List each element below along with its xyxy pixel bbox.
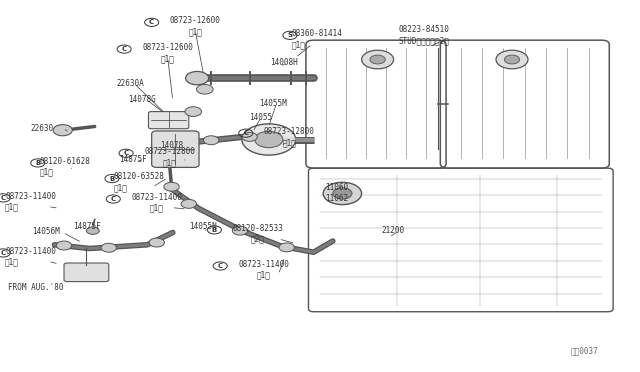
Circle shape: [53, 125, 72, 136]
Circle shape: [333, 188, 352, 199]
Text: 11062: 11062: [325, 194, 348, 203]
Circle shape: [56, 241, 72, 250]
Circle shape: [504, 55, 520, 64]
Circle shape: [255, 131, 283, 148]
Circle shape: [242, 124, 296, 155]
Text: 14055: 14055: [250, 113, 273, 122]
Text: C: C: [111, 196, 116, 202]
Text: 14078: 14078: [160, 141, 183, 150]
Text: 22630A: 22630A: [116, 79, 144, 88]
Circle shape: [186, 71, 209, 85]
FancyBboxPatch shape: [148, 112, 189, 129]
Text: 08723-11400
（1）: 08723-11400 （1）: [5, 192, 56, 212]
Text: B: B: [109, 176, 115, 182]
Text: C: C: [1, 250, 6, 256]
Circle shape: [362, 50, 394, 69]
Text: 08120-61628
（1）: 08120-61628 （1）: [40, 157, 90, 177]
Circle shape: [196, 84, 213, 94]
Text: 14055M: 14055M: [259, 99, 287, 108]
Text: C: C: [124, 150, 129, 156]
Circle shape: [232, 226, 248, 235]
Text: 14056M: 14056M: [32, 227, 60, 236]
Circle shape: [323, 182, 362, 205]
Text: 14008H: 14008H: [270, 58, 298, 67]
Text: エプ0037: エプ0037: [571, 346, 598, 355]
Circle shape: [164, 182, 179, 191]
Text: 08723-12800
（1）: 08723-12800 （1）: [264, 127, 315, 147]
Text: S: S: [287, 32, 292, 38]
Text: FROM AUG.'80: FROM AUG.'80: [8, 283, 63, 292]
Text: 08723-12600
（1）: 08723-12600 （1）: [170, 16, 221, 36]
Circle shape: [242, 132, 257, 141]
Text: C: C: [243, 130, 248, 136]
Text: 14078G: 14078G: [128, 95, 156, 104]
Text: 14055N: 14055N: [189, 222, 217, 231]
Circle shape: [370, 55, 385, 64]
Text: C: C: [122, 46, 127, 52]
Text: 08223-84510
STUDスタッド（2）: 08223-84510 STUDスタッド（2）: [398, 25, 449, 45]
Text: 08723-12800
（1）: 08723-12800 （1）: [144, 147, 195, 167]
FancyBboxPatch shape: [64, 263, 109, 282]
Text: C: C: [1, 195, 6, 201]
Circle shape: [86, 227, 99, 234]
Text: 08723-11400
（1）: 08723-11400 （1）: [5, 247, 56, 267]
Text: 21200: 21200: [381, 226, 404, 235]
Text: C: C: [149, 19, 154, 25]
Text: 08360-81414
（1）: 08360-81414 （1）: [292, 29, 342, 49]
Circle shape: [204, 136, 219, 145]
Text: C: C: [218, 263, 223, 269]
Text: 11060: 11060: [325, 183, 348, 192]
Circle shape: [181, 199, 196, 208]
Text: 14875F: 14875F: [74, 222, 101, 231]
Circle shape: [149, 238, 164, 247]
Text: 08723-12600
（1）: 08723-12600 （1）: [142, 43, 193, 63]
Text: B: B: [212, 227, 217, 233]
Text: 08723-11400
（1）: 08723-11400 （1）: [238, 260, 289, 280]
Circle shape: [279, 243, 294, 252]
Text: 08120-82533
（2）: 08120-82533 （2）: [232, 224, 284, 244]
FancyBboxPatch shape: [152, 131, 199, 167]
Text: 22630: 22630: [31, 124, 54, 133]
Circle shape: [101, 243, 116, 252]
Text: 14875F: 14875F: [119, 155, 147, 164]
Circle shape: [496, 50, 528, 69]
Text: 08723-11400
（1）: 08723-11400 （1）: [131, 193, 182, 213]
Circle shape: [185, 107, 202, 116]
Text: B: B: [35, 160, 40, 166]
Text: 08120-63528
（1）: 08120-63528 （1）: [114, 172, 164, 192]
